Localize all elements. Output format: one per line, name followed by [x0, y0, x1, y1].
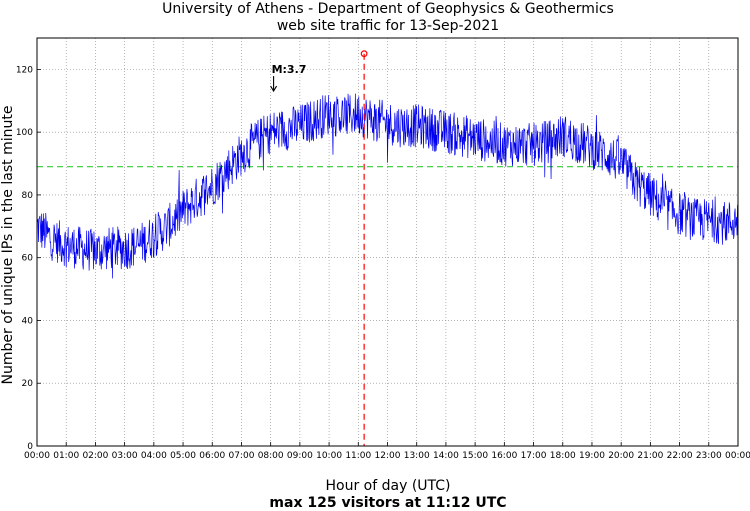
magnitude-annotation-label: M:3.7: [272, 63, 307, 76]
axis-layer: [36, 37, 739, 447]
y-axis-label: Number of unique IPs in the last minute: [0, 106, 16, 385]
x-tick-label: 17:00: [521, 451, 547, 461]
x-tick-label: 13:00: [404, 451, 430, 461]
chart-subtitle: web site traffic for 13-Sep-2021: [277, 18, 499, 34]
max-marker-layer: [360, 50, 368, 446]
x-tick-label: 23:00: [696, 451, 722, 461]
x-tick-label: 08:00: [258, 451, 284, 461]
x-tick-label: 21:00: [637, 451, 663, 461]
x-axis-label: Hour of day (UTC): [326, 478, 451, 494]
x-tick-label: 19:00: [579, 451, 605, 461]
traffic-series-line: [36, 93, 739, 279]
annotation-arrow-head: [270, 85, 278, 93]
x-tick-label: 20:00: [608, 451, 634, 461]
y-tick-label: 60: [22, 254, 34, 264]
x-tick-label: 04:00: [141, 451, 167, 461]
x-tick-label: 02:00: [82, 451, 108, 461]
tick-label-layer: 00:00 01:00 02:00 03:00 04:00 05:00 06:00 07:00…: [16, 65, 750, 461]
x-tick-label: 07:00: [228, 451, 254, 461]
x-tick-label: 01:00: [53, 451, 79, 461]
y-tick-label: 0: [27, 442, 33, 452]
y-tick-label: 120: [16, 65, 33, 75]
y-tick-label: 40: [22, 316, 34, 326]
x-tick-label: 22:00: [667, 451, 693, 461]
y-tick-label: 100: [16, 128, 33, 138]
x-tick-label: 00:00: [24, 451, 50, 461]
x-tick-label: 14:00: [433, 451, 459, 461]
x-tick-label: 09:00: [287, 451, 313, 461]
x-tick-label: 03:00: [112, 451, 138, 461]
x-tick-label: 18:00: [550, 451, 576, 461]
y-tick-label: 20: [22, 379, 34, 389]
x-tick-label: 12:00: [375, 451, 401, 461]
x-tick-label: 05:00: [170, 451, 196, 461]
plot-frame: [36, 37, 739, 447]
x-tick-label: 15:00: [462, 451, 488, 461]
x-tick-label: 10:00: [316, 451, 342, 461]
y-tick-label: 80: [22, 191, 34, 201]
x-tick-label: 06:00: [199, 451, 225, 461]
chart-title: University of Athens - Department of Geo…: [162, 1, 614, 17]
series-layer: [36, 93, 739, 279]
max-visitors-caption: max 125 visitors at 11:12 UTC: [269, 495, 506, 511]
annotation-layer: M:3.7: [270, 63, 307, 93]
x-tick-label: 11:00: [345, 451, 371, 461]
max-point-marker: [360, 50, 368, 58]
x-tick-label: 16:00: [491, 451, 517, 461]
grid-layer: [37, 38, 738, 446]
x-tick-label: 00:00: [725, 451, 750, 461]
